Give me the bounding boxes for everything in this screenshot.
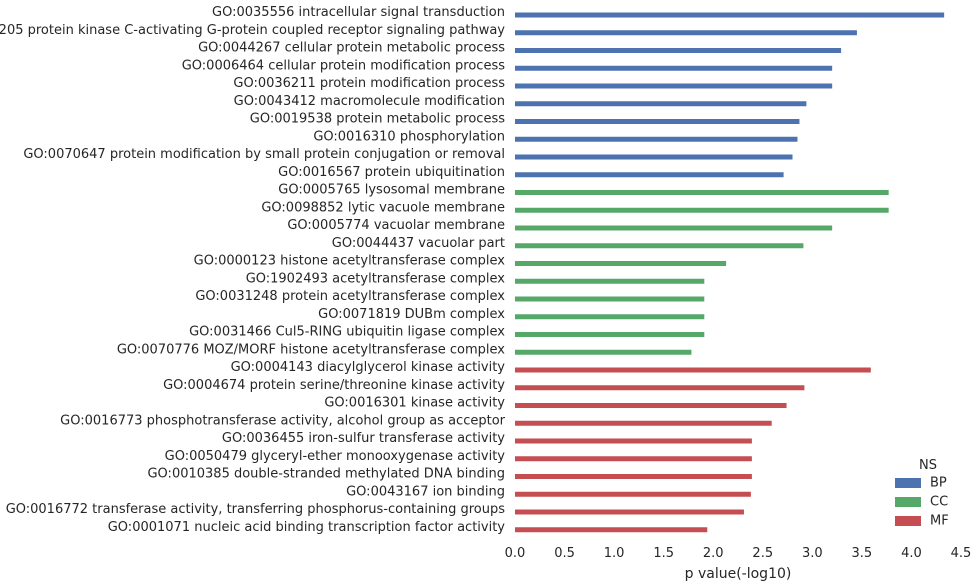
category-label: GO:0005774 vacuolar membrane [287,218,505,233]
bar-cc [515,207,889,213]
bar-bp [515,136,798,142]
bar-mf [515,474,752,479]
bar-bp [515,154,793,160]
x-axis-ticks: 0.0 0.5 1.0 1.5 2.0 2.5 3.0 3.5 4.0 4.5 [505,546,972,561]
bar-bp [515,30,857,36]
category-label: GO:0004674 protein serine/threonine kina… [163,378,505,393]
category-label: GO:0050479 glyceryl-ether monooxygenase … [165,449,506,464]
category-label: GO:0031466 Cul5-RING ubiquitin ligase co… [189,325,505,340]
category-label: GO:0036211 protein modification process [233,76,505,91]
category-label: GO:0016301 kinase activity [324,396,505,411]
category-label: GO:0043412 macromolecule modification [234,94,505,109]
legend-swatch-cc [895,497,921,507]
legend-label-cc: CC [930,495,948,510]
legend-swatch-bp [895,478,921,488]
bar-bp [515,65,833,71]
bar-mf [515,438,752,444]
legend-entries: BP CC MF [895,476,949,529]
category-label: GO:0016310 phosphorylation [313,129,505,144]
category-label: GO:0010385 double-stranded methylated DN… [147,467,505,482]
category-label: GO:0000123 histone acetyltransferase com… [194,254,506,269]
bar-bp [515,119,800,124]
category-label: GO:0043167 ion binding [346,484,505,499]
bar-cc [515,314,705,320]
x-tick-label: 4.5 [951,546,972,561]
bar-mf [515,385,805,391]
bar-mf [515,491,751,497]
x-tick-label: 2.5 [752,546,773,561]
legend-label-mf: MF [930,514,949,529]
bar-mf [515,509,744,515]
category-label: GO:0005765 lysosomal membrane [278,183,505,198]
x-tick-label: 3.0 [802,546,823,561]
legend: NS BP CC MF [895,458,949,529]
legend-title: NS [919,458,937,473]
category-label: GO:0007205 protein kinase C-activating G… [0,23,505,38]
bar-cc [515,349,692,355]
category-label: GO:0044437 vacuolar part [332,236,505,251]
bar-bp [515,48,842,53]
bars-layer [515,12,945,533]
category-labels: GO:0035556 intracellular signal transduc… [0,5,506,535]
bar-mf [515,527,708,533]
x-tick-label: 0.5 [554,546,575,561]
x-tick-label: 1.5 [653,546,674,561]
category-label: GO:0004143 diacylglycerol kinase activit… [231,360,506,375]
bar-cc [515,261,727,266]
bar-bp [515,12,945,18]
category-label: GO:0031248 protein acetyltransferase com… [195,289,505,304]
bar-mf [515,456,752,462]
category-label: GO:0070776 MOZ/MORF histone acetyltransf… [117,342,505,357]
bar-mf [515,420,772,426]
category-label: GO:0016772 transferase activity, transfe… [6,502,506,517]
category-label: GO:1902493 acetyltransferase complex [246,271,506,286]
bar-bp [515,172,784,178]
x-tick-label: 3.5 [852,546,873,561]
category-label: GO:0070647 protein modification by small… [23,147,505,162]
bar-cc [515,296,705,302]
bar-cc [515,278,705,284]
category-label: GO:0044267 cellular protein metabolic pr… [198,41,505,56]
category-label: GO:0036455 iron-sulfur transferase activ… [222,431,505,446]
category-label: GO:0019538 protein metabolic process [250,112,505,127]
category-label: GO:0035556 intracellular signal transduc… [212,5,505,20]
category-label: GO:0006464 cellular protein modification… [182,58,505,73]
category-label: GO:0016773 phosphotransferase activity, … [60,413,505,428]
x-tick-label: 2.0 [703,546,724,561]
x-tick-label: 0.0 [505,546,526,561]
bar-cc [515,332,705,337]
bar-cc [515,243,804,249]
bar-bp [515,101,807,107]
bar-cc [515,225,833,231]
bar-mf [515,403,787,408]
bar-bp [515,83,833,89]
category-label: GO:0016567 protein ubiquitination [278,165,505,180]
bar-cc [515,190,889,195]
category-label: GO:0071819 DUBm complex [318,307,505,322]
category-label: GO:0001071 nucleic acid binding transcri… [108,520,506,535]
category-label: GO:0098852 lytic vacuole membrane [261,200,505,215]
x-tick-label: 4.0 [901,546,922,561]
x-axis-label: p value(-log10) [685,566,792,582]
legend-label-bp: BP [930,476,947,491]
legend-swatch-mf [895,516,921,526]
x-tick-label: 1.0 [604,546,625,561]
bar-mf [515,367,871,373]
